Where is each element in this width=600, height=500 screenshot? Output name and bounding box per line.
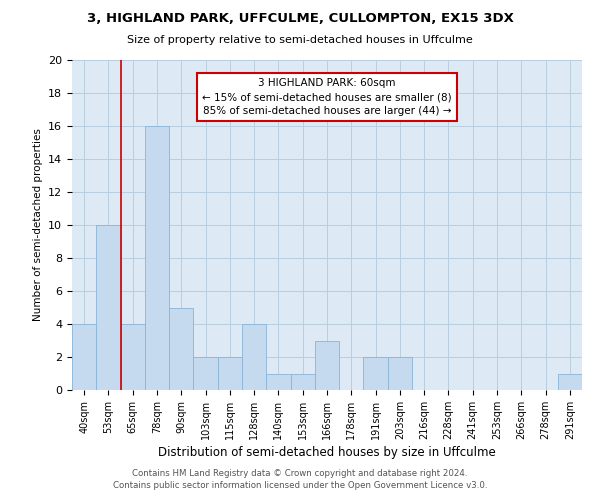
Bar (315, 340, 339, 390)
Bar (242, 324, 266, 390)
Text: 3, HIGHLAND PARK, UFFCULME, CULLOMPTON, EX15 3DX: 3, HIGHLAND PARK, UFFCULME, CULLOMPTON, … (86, 12, 514, 26)
Bar (121, 324, 145, 390)
Y-axis label: Number of semi-detached properties: Number of semi-detached properties (32, 128, 43, 322)
Bar (218, 357, 242, 390)
Text: Contains HM Land Registry data © Crown copyright and database right 2024.: Contains HM Land Registry data © Crown c… (132, 468, 468, 477)
Bar (364, 357, 388, 390)
Text: 3 HIGHLAND PARK: 60sqm
← 15% of semi-detached houses are smaller (8)
85% of semi: 3 HIGHLAND PARK: 60sqm ← 15% of semi-det… (202, 78, 452, 116)
Text: Contains public sector information licensed under the Open Government Licence v3: Contains public sector information licen… (113, 481, 487, 490)
Bar (96, 225, 121, 390)
Bar (558, 374, 582, 390)
Bar (388, 357, 412, 390)
Bar (169, 308, 193, 390)
Bar (72, 324, 96, 390)
Bar (145, 126, 169, 390)
Bar (266, 374, 290, 390)
Bar (290, 374, 315, 390)
X-axis label: Distribution of semi-detached houses by size in Uffculme: Distribution of semi-detached houses by … (158, 446, 496, 459)
Text: Size of property relative to semi-detached houses in Uffculme: Size of property relative to semi-detach… (127, 35, 473, 45)
Bar (193, 357, 218, 390)
